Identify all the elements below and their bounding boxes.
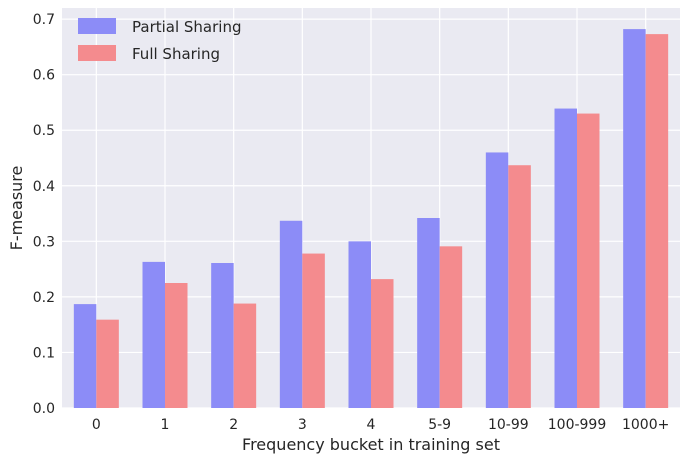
bar-full-sharing-5-9	[439, 246, 463, 408]
x-tick-label: 2	[229, 417, 238, 433]
bar-partial-sharing-3	[279, 220, 303, 408]
bar-partial-sharing-5-9	[417, 218, 440, 408]
x-tick-label: 4	[367, 417, 376, 433]
legend: Partial Sharing Full Sharing	[78, 18, 242, 63]
y-tick-label: 0.4	[33, 179, 55, 195]
bars	[73, 29, 669, 409]
bar-full-sharing-10-99	[508, 165, 531, 408]
x-tick-label: 0	[92, 417, 101, 433]
x-tick-label: 10-99	[488, 417, 529, 433]
legend-label-full-sharing: Full Sharing	[132, 45, 220, 63]
bar-partial-sharing-1	[142, 261, 165, 408]
x-tick-label: 5-9	[428, 417, 451, 433]
legend-label-partial-sharing: Partial Sharing	[132, 18, 242, 36]
y-axis-label: F-measure	[7, 166, 26, 251]
x-tick-label: 1000+	[622, 417, 669, 433]
bar-partial-sharing-2	[211, 263, 234, 408]
x-tick-label: 1	[161, 417, 170, 433]
legend-swatch-full-sharing	[78, 45, 116, 61]
bar-partial-sharing-10-99	[485, 152, 509, 408]
bar-partial-sharing-100-999	[554, 108, 577, 409]
bar-partial-sharing-4	[348, 241, 371, 408]
bar-full-sharing-1000+	[645, 34, 669, 408]
y-tick-label: 0.7	[33, 12, 55, 28]
bar-full-sharing-1	[165, 283, 188, 408]
bar-full-sharing-2	[233, 303, 257, 408]
bar-partial-sharing-1000+	[623, 29, 646, 408]
y-tick-label: 0.6	[33, 68, 55, 84]
x-tick-label: 100-999	[548, 417, 607, 433]
y-tick-label: 0.1	[33, 345, 55, 361]
y-tick-label: 0.5	[33, 123, 55, 139]
y-tick-label: 0.2	[33, 290, 55, 306]
bar-full-sharing-4	[371, 279, 394, 408]
legend-swatch-partial-sharing	[78, 18, 116, 34]
bar-partial-sharing-0	[73, 304, 97, 408]
bar-full-sharing-0	[96, 319, 119, 408]
x-axis-label: Frequency bucket in training set	[242, 435, 500, 454]
x-tick-label: 3	[298, 417, 307, 433]
y-tick-label: 0.3	[33, 234, 55, 250]
y-tick-label: 0.0	[33, 401, 55, 417]
bar-full-sharing-100-999	[577, 113, 600, 409]
y-axis-ticks: 0.0 0.1 0.2 0.3 0.4 0.5 0.6 0.7	[33, 12, 55, 417]
bar-full-sharing-3	[302, 253, 325, 408]
x-axis-ticks: 0 1 2 3 4 5-9 10-99 100-999 1000+	[92, 417, 669, 433]
